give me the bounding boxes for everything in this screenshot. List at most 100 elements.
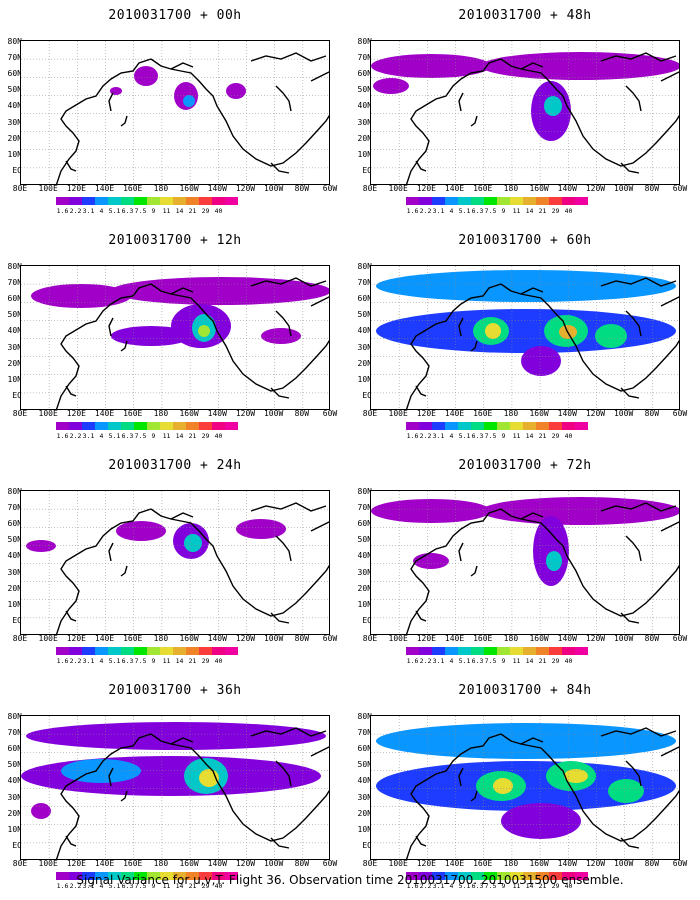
latitude-axis: 80N 70N 60N 50N 40N 30N 20N 10N EQ — [350, 263, 372, 415]
latitude-tick-label: 70N — [7, 278, 22, 288]
longitude-tick-label: 160W — [529, 409, 549, 418]
colorbar-swatch — [186, 422, 199, 430]
colorbar-swatch — [510, 422, 523, 430]
coastline — [415, 610, 427, 622]
coastline — [600, 52, 677, 62]
colorbar-label: 4 — [449, 657, 454, 665]
longitude-tick-label: 60W — [322, 184, 338, 193]
map-panel: 2010031700 + 24h 80N 70N 60N 50N 40N 30N 20N 10N… — [0, 450, 350, 675]
longitude-tick-label: 140E — [444, 859, 465, 868]
coastline — [65, 835, 77, 847]
coastline — [470, 340, 478, 352]
colorbar-swatch — [225, 197, 238, 205]
longitude-tick-label: 80E — [12, 859, 28, 868]
longitude-axis: 80E 100E 120E 140E 160E 180 160W 140W 120W 100W 80… — [363, 409, 687, 419]
colorbar-label: 5.1 — [458, 657, 471, 665]
latitude-tick-label: 40N — [7, 776, 22, 786]
latitude-tick-label: EQ — [362, 840, 372, 850]
colorbar-label: 1.6 — [406, 207, 419, 215]
colorbar-swatch — [160, 647, 173, 655]
colorbar-swatch — [69, 197, 82, 205]
colorbar-swatch — [212, 422, 225, 430]
longitude-tick-label: 160W — [529, 184, 549, 193]
colorbar-label: 6.3 — [471, 432, 484, 440]
colorbar-label: 3.1 — [82, 882, 95, 890]
variance-contour-fill — [485, 323, 501, 339]
colorbar-label: 6.3 — [121, 207, 134, 215]
coastline — [660, 71, 679, 82]
coastline — [405, 508, 502, 634]
longitude-tick-label: 100E — [388, 184, 408, 193]
latitude-tick-label: 30N — [7, 117, 22, 127]
longitude-tick-label: 60W — [322, 859, 338, 868]
colorbar-swatch — [56, 422, 69, 430]
longitude-tick-label: 180 — [503, 184, 519, 193]
colorbar-swatch — [147, 872, 160, 880]
coastline — [415, 160, 427, 172]
colorbar-swatch — [419, 647, 432, 655]
latitude-tick-label: 60N — [357, 294, 372, 304]
map-canvas — [371, 41, 679, 184]
map-canvas — [21, 41, 329, 184]
longitude-tick-label: 160E — [473, 184, 493, 193]
variance-contour-fill — [501, 803, 581, 839]
coastline — [275, 760, 292, 787]
colorbar-label: 3.1 — [82, 657, 95, 665]
variance-contour-fill — [493, 778, 513, 794]
longitude-tick-label: 120W — [585, 409, 606, 418]
colorbar-label: 29 — [551, 432, 560, 440]
coastline — [170, 512, 194, 520]
variance-contour-fill — [111, 326, 191, 346]
colorbar-swatch — [575, 872, 588, 880]
coastline — [250, 277, 327, 287]
latitude-axis: 80N 70N 60N 50N 40N 30N 20N 10N EQ — [0, 488, 22, 640]
latitude-tick-label: 40N — [357, 551, 372, 561]
colorbar-swatch — [199, 197, 212, 205]
map-frame — [370, 265, 680, 410]
coastline — [500, 58, 679, 167]
colorbar-swatch — [147, 422, 160, 430]
coastline — [108, 767, 114, 787]
colorbar-swatch — [69, 647, 82, 655]
coastline — [625, 310, 642, 337]
colorbar-swatch — [510, 647, 523, 655]
colorbar-swatch — [56, 647, 69, 655]
latitude-tick-label: 20N — [7, 133, 22, 143]
colorbar-swatch — [471, 197, 484, 205]
longitude-tick-label: 80E — [362, 409, 378, 418]
colorbar-swatch — [108, 872, 121, 880]
coastline — [270, 162, 290, 174]
colorbar-swatch — [69, 422, 82, 430]
longitude-tick-label: 180 — [153, 634, 169, 643]
colorbar-labels: 1.6 2.2 3.1 4 5.1 6.3 7.5 9 11 14 21 29 40 — [56, 432, 316, 440]
coastline — [625, 85, 642, 112]
colorbar-label: 3.1 — [432, 432, 445, 440]
variance-contour-fill — [371, 499, 491, 523]
colorbar-swatch — [147, 647, 160, 655]
longitude-tick-label: 100W — [613, 634, 634, 643]
colorbar-label: 14 — [175, 432, 184, 440]
colorbar-swatch — [147, 197, 160, 205]
colorbar-label: 4 — [449, 207, 454, 215]
longitude-tick-label: 140W — [557, 409, 577, 418]
variance-contour-fill — [26, 722, 326, 750]
map-canvas — [21, 716, 329, 859]
latitude-tick-label: 20N — [7, 583, 22, 593]
coastline — [620, 162, 640, 174]
latitude-tick-label: 20N — [7, 358, 22, 368]
variance-contour-fill — [608, 779, 644, 803]
latitude-tick-label: 20N — [357, 358, 372, 368]
panel-title: 2010031700 + 48h — [458, 8, 592, 23]
colorbar-label: 11 — [512, 432, 521, 440]
colorbar-label: 4 — [99, 882, 104, 890]
coastline — [275, 535, 292, 562]
colorbar — [406, 422, 588, 430]
latitude-tick-label: 80N — [357, 712, 372, 721]
colorbar-label: 5.1 — [108, 207, 121, 215]
longitude-tick-label: 60W — [322, 409, 338, 418]
map-panel: 2010031700 + 36h 80N 70N 60N 50N 40N 30N 20N 10N… — [0, 675, 350, 900]
colorbar — [56, 872, 238, 880]
colorbar-label: 5.1 — [458, 432, 471, 440]
colorbar-swatch — [419, 197, 432, 205]
colorbar-label: 29 — [551, 882, 560, 890]
